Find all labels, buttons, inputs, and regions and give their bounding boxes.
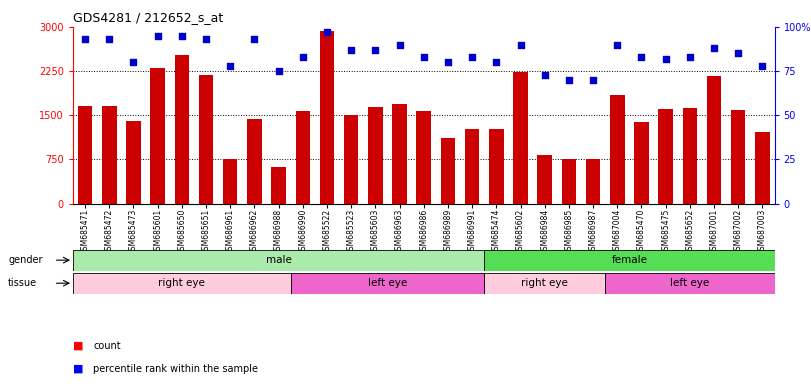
Point xyxy=(393,41,406,48)
Text: tissue: tissue xyxy=(8,278,37,288)
Point xyxy=(272,68,285,74)
Text: female: female xyxy=(611,255,647,265)
Text: GDS4281 / 212652_s_at: GDS4281 / 212652_s_at xyxy=(73,11,223,24)
Bar xyxy=(484,273,605,294)
Text: ■: ■ xyxy=(73,364,84,374)
Point xyxy=(103,36,116,42)
Bar xyxy=(465,129,479,204)
Point xyxy=(684,54,697,60)
Bar xyxy=(102,106,117,204)
Text: right eye: right eye xyxy=(158,278,205,288)
Bar xyxy=(174,55,189,204)
Point xyxy=(79,36,92,42)
Point xyxy=(345,47,358,53)
Bar xyxy=(290,273,484,294)
Bar xyxy=(562,159,576,204)
Bar xyxy=(731,110,745,204)
Bar xyxy=(199,76,213,204)
Bar xyxy=(634,122,649,204)
Bar xyxy=(247,119,262,204)
Bar xyxy=(484,250,775,271)
Bar xyxy=(393,104,407,204)
Point xyxy=(417,54,430,60)
Bar xyxy=(610,94,624,204)
Point xyxy=(562,77,575,83)
Point xyxy=(635,54,648,60)
Point xyxy=(224,63,237,69)
Text: right eye: right eye xyxy=(521,278,569,288)
Point xyxy=(490,59,503,65)
Bar xyxy=(73,250,484,271)
Point xyxy=(466,54,478,60)
Point xyxy=(248,36,261,42)
Point xyxy=(732,50,744,56)
Bar xyxy=(755,132,770,204)
Point xyxy=(707,45,720,51)
Point xyxy=(296,54,309,60)
Bar xyxy=(417,111,431,204)
Bar xyxy=(78,106,92,204)
Text: left eye: left eye xyxy=(670,278,710,288)
Bar xyxy=(73,273,290,294)
Point xyxy=(514,41,527,48)
Bar xyxy=(320,31,334,204)
Bar xyxy=(295,111,310,204)
Text: male: male xyxy=(266,255,291,265)
Text: count: count xyxy=(93,341,121,351)
Bar xyxy=(706,76,721,204)
Point xyxy=(175,33,188,39)
Point xyxy=(151,33,164,39)
Point xyxy=(127,59,140,65)
Bar xyxy=(683,108,697,204)
Bar xyxy=(440,137,455,204)
Bar xyxy=(127,121,141,204)
Bar xyxy=(368,107,383,204)
Point xyxy=(659,56,672,62)
Point xyxy=(586,77,599,83)
Text: percentile rank within the sample: percentile rank within the sample xyxy=(93,364,258,374)
Point xyxy=(320,29,333,35)
Point xyxy=(539,71,551,78)
Text: left eye: left eye xyxy=(368,278,407,288)
Text: ■: ■ xyxy=(73,341,84,351)
Bar xyxy=(538,155,552,204)
Bar xyxy=(659,109,673,204)
Point xyxy=(756,63,769,69)
Bar xyxy=(272,167,285,204)
Bar xyxy=(489,129,504,204)
Bar xyxy=(586,159,600,204)
Text: gender: gender xyxy=(8,255,43,265)
Point xyxy=(369,47,382,53)
Bar xyxy=(223,159,238,204)
Point xyxy=(611,41,624,48)
Point xyxy=(200,36,212,42)
Point xyxy=(441,59,454,65)
Bar xyxy=(513,72,528,204)
Bar xyxy=(605,273,775,294)
Bar xyxy=(344,114,358,204)
Bar xyxy=(150,68,165,204)
